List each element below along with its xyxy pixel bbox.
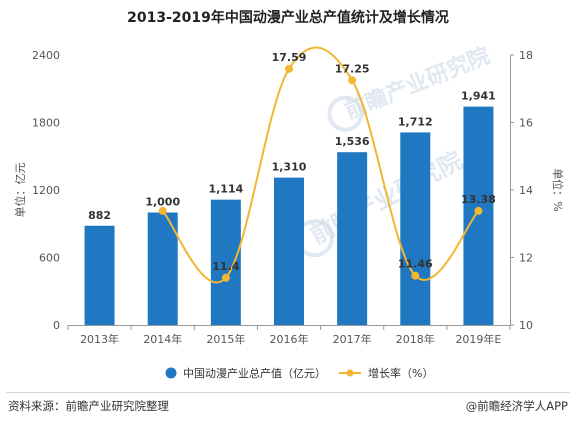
watermark-text: 前瞻产业研究院	[306, 146, 467, 250]
right-axis-ticks: 10 12 14 16 18	[510, 49, 533, 332]
bar-value-label: 1,712	[398, 115, 433, 128]
line-value-label: 13.38	[461, 193, 496, 206]
right-axis-label: 单位：%	[551, 168, 565, 211]
bar-value-label: 1,941	[461, 90, 496, 103]
bar	[274, 177, 304, 325]
x-tick-label: 2018年	[396, 332, 435, 346]
x-axis-ticks: 2013年 2014年 2015年 2016年 2017年 2018年 2019年E	[67, 325, 511, 346]
left-tick-label: 0	[53, 319, 60, 332]
left-tick-label: 600	[39, 252, 60, 265]
left-tick-label: 1800	[32, 117, 60, 130]
x-tick-label: 2013年	[80, 332, 119, 346]
left-axis-ticks: 0 600 1200 1800 2400	[32, 49, 60, 332]
x-tick-label: 2019年E	[455, 332, 501, 346]
x-tick-label: 2015年	[206, 332, 245, 346]
bar-value-label: 1,114	[208, 183, 243, 196]
line-value-label: 17.25	[335, 62, 370, 75]
x-tick-label: 2016年	[270, 332, 309, 346]
bar-value-label: 1,310	[272, 161, 307, 174]
line-value-label: 17.59	[272, 51, 307, 64]
line-point	[221, 273, 230, 282]
bar	[210, 199, 241, 325]
footer-source: 资料来源：前瞻产业研究院整理	[8, 399, 169, 413]
bar	[337, 152, 368, 325]
line-point	[158, 206, 167, 215]
right-tick-label: 10	[519, 319, 533, 332]
line-point	[474, 206, 483, 215]
bar-value-label: 1,000	[145, 196, 180, 209]
x-tick-label: 2017年	[333, 332, 372, 346]
line-point	[411, 271, 420, 280]
left-axis-label: 单位：亿元	[13, 163, 27, 218]
right-tick-label: 16	[519, 117, 533, 130]
bar	[147, 212, 178, 325]
right-tick-label: 14	[519, 184, 533, 197]
bar-labels: 882 1,000 1,114 1,310 1,536 1,712 1,941	[88, 90, 496, 222]
growth-rate-points	[158, 64, 483, 282]
bar-series	[84, 106, 494, 325]
left-tick-label: 1200	[32, 184, 60, 197]
bar-value-label: 1,536	[335, 135, 370, 148]
bar	[400, 132, 431, 325]
watermark-logo-icon	[327, 95, 364, 132]
legend-line-label: 增长率（%）	[368, 366, 433, 380]
legend: 中国动漫产业总产值（亿元） 增长率（%）	[165, 366, 433, 380]
chart-title: 2013-2019年中国动漫产业总产值统计及增长情况	[127, 9, 449, 26]
bar	[84, 225, 115, 325]
line-value-label: 11.46	[398, 258, 433, 271]
legend-bar-swatch	[165, 367, 177, 379]
x-tick-label: 2014年	[143, 332, 182, 346]
bar	[463, 106, 494, 325]
legend-bar-label: 中国动漫产业总产值（亿元）	[183, 366, 326, 380]
right-tick-label: 12	[519, 252, 533, 265]
right-tick-label: 18	[519, 49, 533, 62]
line-point	[285, 64, 293, 73]
legend-line-marker	[346, 369, 354, 377]
line-labels: 11.4 17.59 17.25 11.46 13.38	[212, 51, 496, 273]
bar-value-label: 882	[88, 209, 111, 222]
left-tick-label: 2400	[32, 49, 60, 62]
footer-brand: @前瞻经济学人APP	[466, 399, 568, 413]
line-point	[348, 76, 357, 85]
line-value-label: 11.4	[212, 260, 239, 273]
